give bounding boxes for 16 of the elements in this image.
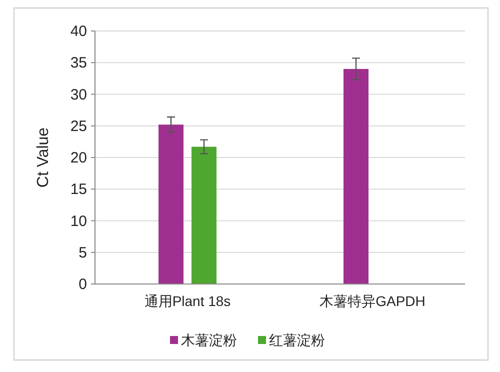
y-tick-label: 20 xyxy=(70,150,87,166)
y-tick-label: 0 xyxy=(78,276,87,293)
y-tick-label: 30 xyxy=(70,86,87,104)
legend-label: 红薯淀粉 xyxy=(269,332,325,348)
y-axis-title: Ct Value xyxy=(35,127,52,188)
x-tick-label: 木薯特异GAPDH xyxy=(320,293,426,309)
bar xyxy=(344,68,368,284)
y-tick-label: 25 xyxy=(70,118,87,135)
y-tick-label: 15 xyxy=(70,181,87,198)
bar xyxy=(158,124,184,284)
y-tick-label: 10 xyxy=(70,212,87,230)
y-tick-label: 35 xyxy=(70,54,87,72)
legend-label: 木薯淀粉 xyxy=(181,332,237,348)
y-tick-label: 40 xyxy=(70,23,87,40)
x-tick-label: 通用Plant 18s xyxy=(144,293,231,309)
y-tick-label: 5 xyxy=(78,244,87,262)
